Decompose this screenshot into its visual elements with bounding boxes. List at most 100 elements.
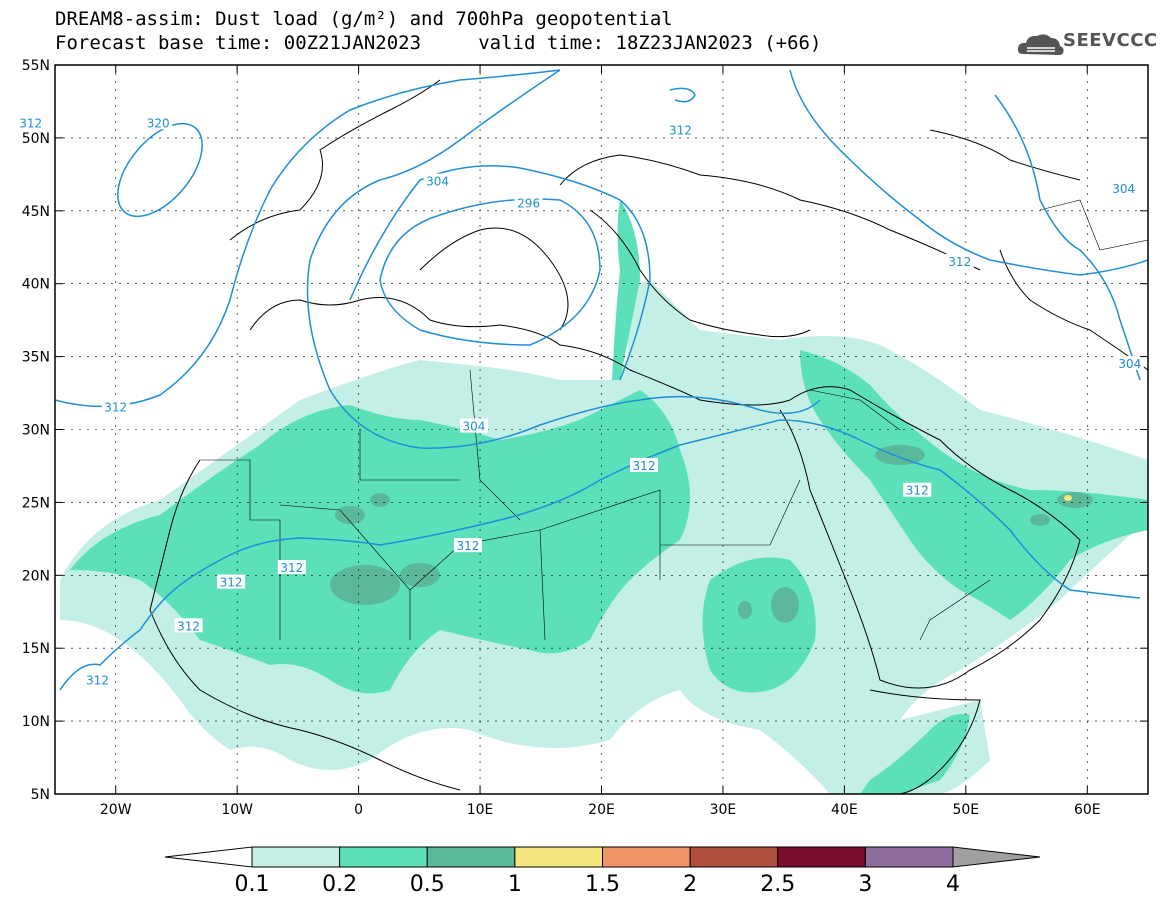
cloud-icon (1017, 34, 1064, 55)
contour-label-bg (903, 482, 932, 497)
colorbar-label: 4 (946, 872, 960, 897)
dust-shading (60, 200, 1148, 794)
lat-label: 35N (22, 350, 50, 366)
lat-label: 5N (31, 787, 50, 803)
contour-label-bg (453, 538, 482, 553)
contour-label: 304 (463, 420, 486, 434)
contour-label-bg (630, 457, 659, 472)
contour-312-top (669, 87, 696, 103)
contour-label: 296 (517, 197, 540, 211)
lat-label: 50N (22, 131, 50, 147)
longitude-axis: 20W 10W 0 10E 20E 30E 40E 50E 60E (100, 65, 1101, 818)
contour-label: 312 (104, 401, 127, 415)
lon-label: 20E (588, 802, 615, 818)
country-borders (200, 199, 1148, 641)
colorbar-label: 0.1 (235, 872, 270, 897)
contour-label: 312 (220, 576, 243, 590)
colorbar-label: 2.5 (760, 872, 795, 897)
contour-312-west (55, 69, 561, 408)
colorbar-swatch (602, 846, 691, 868)
contour-label: 304 (426, 175, 449, 189)
lat-label: 10N (22, 714, 50, 730)
dust-band-medium (70, 390, 690, 694)
colorbar-under-arrow (164, 846, 253, 868)
colorbar-label: 2 (683, 872, 697, 897)
contour-label-bg (945, 253, 974, 268)
colorbar: 0.1 0.2 0.5 1 1.5 2 2.5 3 4 (164, 846, 1041, 897)
contour-label: 312 (906, 484, 929, 498)
contour-label: 312 (948, 255, 971, 269)
dust-band-medium-arabia (800, 350, 1148, 620)
contour-312-wavy (59, 419, 1141, 691)
contour-label-bg (514, 195, 543, 210)
contour-label: 304 (1112, 182, 1135, 196)
contour-label: 304 (1118, 357, 1141, 371)
colorbar-label: 0.2 (322, 872, 357, 897)
lat-label: 25N (22, 495, 50, 511)
lon-label: 20W (100, 802, 132, 818)
contour-label-bg (666, 122, 695, 137)
contour-label-bg (459, 418, 488, 433)
latitude-axis: 55N 50N 45N 40N 35N 30N 25N 20N 15N 10N 5N (22, 58, 1148, 803)
lat-label: 30N (22, 423, 50, 439)
colorbar-swatch (339, 846, 428, 868)
lat-label: 40N (22, 277, 50, 293)
contour-label-bg (423, 173, 452, 188)
contour-304-north (349, 164, 651, 381)
colorbar-swatch (514, 846, 603, 868)
contour-label: 312 (19, 116, 42, 130)
contour-label-bg (83, 672, 112, 687)
lon-label: 40E (831, 802, 858, 818)
contour-label-bg (217, 574, 246, 589)
contour-label: 312 (456, 539, 479, 553)
contour-320 (117, 122, 203, 218)
contour-304-west (306, 69, 821, 449)
colorbar-swatch (864, 846, 954, 868)
lat-label: 15N (22, 641, 50, 657)
colorbar-swatch (251, 846, 341, 868)
lon-label: 60E (1074, 802, 1101, 818)
lat-label: 20N (22, 568, 50, 584)
contour-312-east (789, 69, 1148, 276)
contour-label: 312 (633, 459, 656, 473)
contour-label: 312 (86, 673, 109, 687)
contour-label-bg (277, 560, 306, 575)
geopotential-contours (55, 69, 1148, 691)
colorbar-swatch (426, 846, 516, 868)
contour-labels: 320 312 304 296 312 304 312 304 312 304 312 312 312 3… (16, 115, 1144, 687)
contour-label: 312 (280, 561, 303, 575)
contour-label-bg (174, 618, 203, 633)
dust-band-medium-greece (612, 200, 640, 380)
contour-label-bg (16, 115, 45, 130)
contour-label: 312 (669, 124, 692, 138)
contour-label-bg (1115, 355, 1144, 370)
lon-label: 50E (952, 802, 979, 818)
contour-label-bg (144, 115, 173, 130)
colorbar-over-arrow (952, 846, 1041, 868)
map-title: DREAM8-assim: Dust load (g/m²) and 700hP… (55, 8, 673, 30)
dust-band-medium-somalia (860, 714, 970, 794)
contour-296 (379, 198, 601, 346)
map-subtitle: Forecast base time: 00Z21JAN2023 valid t… (55, 32, 822, 54)
colorbar-label: 3 (858, 872, 872, 897)
lat-label: 45N (22, 204, 50, 220)
contour-label: 320 (147, 116, 170, 130)
lon-label: 10E (467, 802, 494, 818)
dust-peak (1064, 495, 1072, 501)
colorbar-label: 1.5 (585, 872, 620, 897)
contour-label-bg (101, 399, 130, 414)
lon-label: 30E (710, 802, 737, 818)
lon-label: 10W (221, 802, 253, 818)
contour-label: 312 (177, 619, 200, 633)
colorbar-label: 1 (508, 872, 522, 897)
lat-label: 55N (22, 58, 50, 74)
logo-text: SEEVCCC (1063, 30, 1158, 51)
colorbar-swatch (689, 846, 779, 868)
contour-304-east (994, 94, 1141, 381)
lon-label: 0 (354, 802, 363, 818)
dust-band-dark (330, 445, 1093, 623)
colorbar-label: 0.5 (410, 872, 445, 897)
colorbar-swatch (777, 846, 866, 868)
grid-lines (55, 65, 1148, 794)
